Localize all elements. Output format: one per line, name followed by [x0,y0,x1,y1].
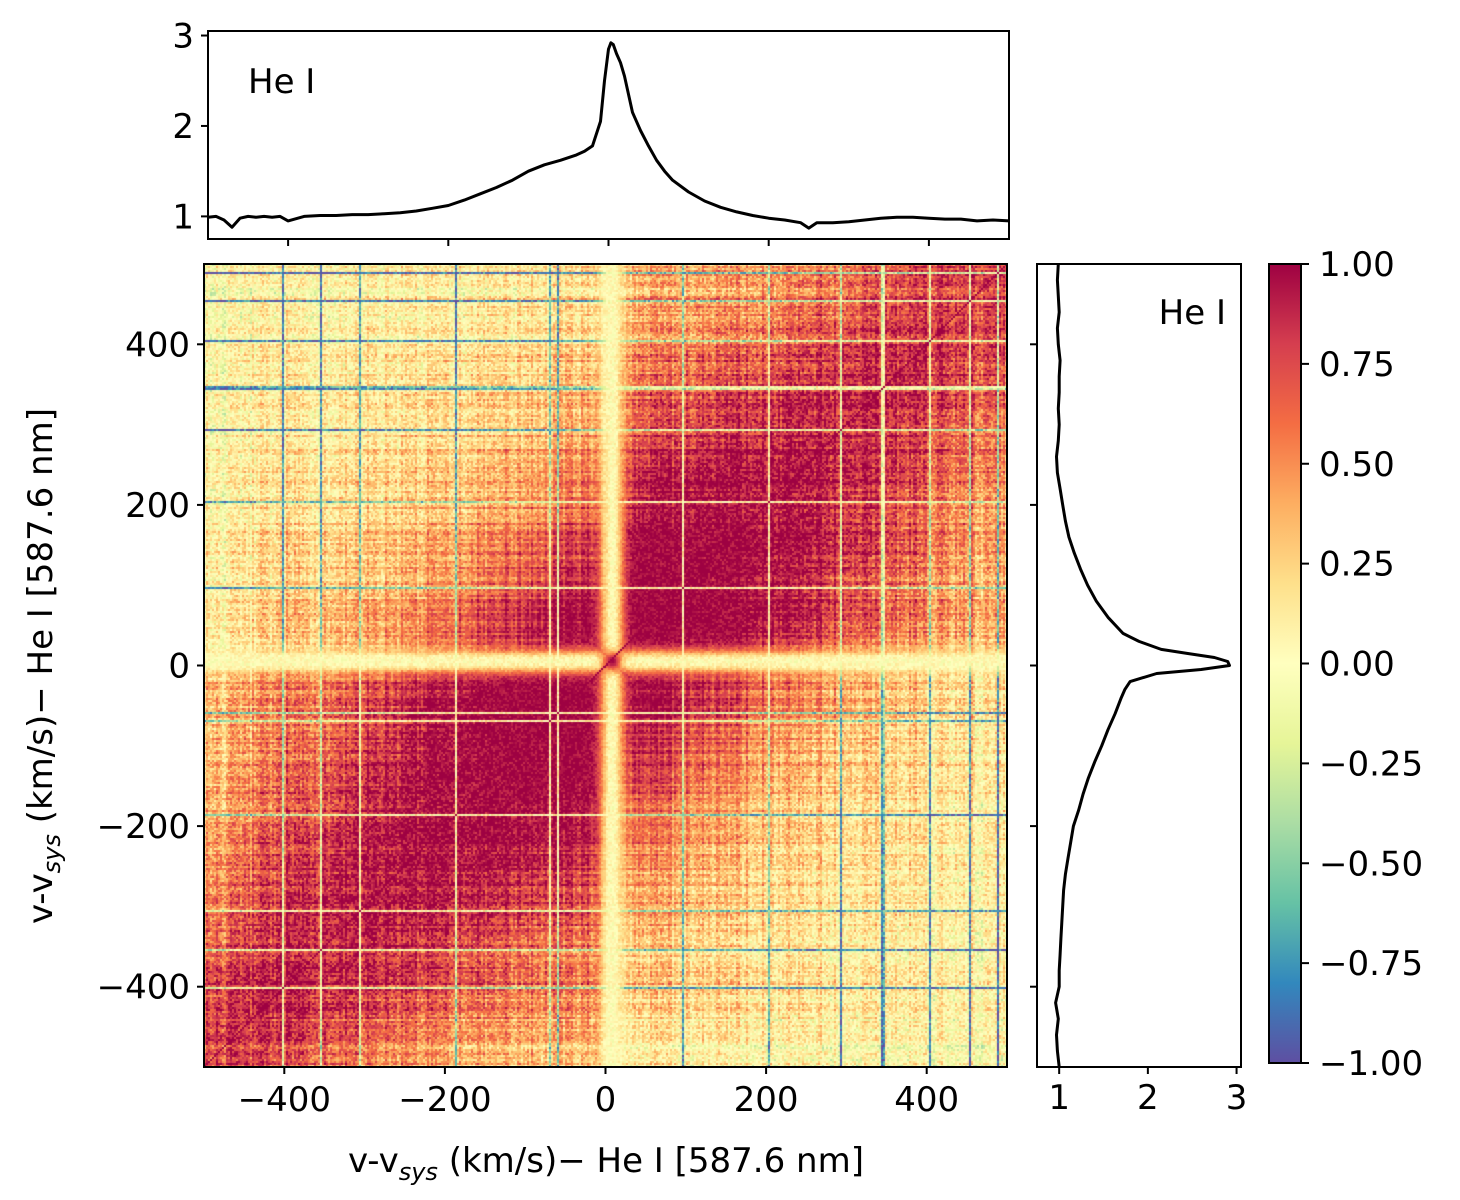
colorbar-tick-label: 1.00 [1319,245,1395,285]
colorbar-tick-label: 0.75 [1319,345,1395,385]
right-xtick-label: 2 [1137,1078,1159,1118]
colorbar-tick-label: −0.25 [1319,744,1423,784]
right-xtick-label: 3 [1226,1078,1248,1118]
main-xtick-label: −400 [238,1080,331,1120]
correlation-heatmap-panel: −400 −200 0 200 400 −400 −200 0 200 400 v-vsys (k… [21,263,1008,1186]
colorbar-tick-label: −1.00 [1319,1044,1423,1084]
main-ytick-label: 400 [125,325,190,365]
right-spectrum-line [1054,263,1231,1068]
top-annotation: He I [248,62,315,102]
main-ytick-label: −200 [97,807,190,847]
main-xtick-label: 0 [595,1080,617,1120]
top-spectrum-line [207,41,1010,230]
main-xtick-label: −200 [398,1080,491,1120]
colorbar-tick-label: 0.50 [1319,445,1395,485]
right-annotation: He I [1159,293,1226,333]
top-spectrum-panel: 1 2 3 He I [172,17,1010,246]
top-ytick-label: 3 [172,17,194,57]
colorbar-tick-label: 0.25 [1319,545,1395,585]
right-spectrum-panel: 1 2 3 He I [1030,263,1248,1118]
x-axis-label: v-vsys (km/s)− He I [587.6 nm] [348,1141,864,1186]
colorbar: 1.00 0.75 0.50 0.25 0.00 −0.25 −0.50 −0.75 −1.00 [1268,245,1423,1084]
main-ytick-label: 0 [168,647,190,687]
right-xtick-label: 1 [1048,1078,1070,1118]
main-xtick-label: 200 [734,1080,799,1120]
colorbar-tick-label: −0.50 [1319,844,1423,884]
main-xtick-label: 400 [894,1080,959,1120]
main-ytick-label: 200 [125,486,190,526]
colorbar-tick-label: 0.00 [1319,645,1395,685]
top-ytick-label: 1 [172,197,194,237]
top-ytick-label: 2 [172,107,194,147]
colorbar-tick-label: −0.75 [1319,944,1423,984]
main-ytick-label: −400 [97,968,190,1008]
colorbar-gradient [1269,264,1301,1063]
correlation-heatmap [204,264,1007,1067]
y-axis-label: v-vsys (km/s)− He I [587.6 nm] [21,408,66,924]
